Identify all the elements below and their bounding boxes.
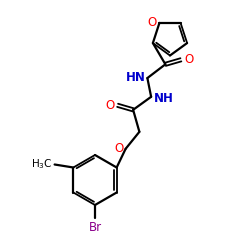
Text: NH: NH	[154, 92, 174, 104]
Text: O: O	[184, 53, 194, 66]
Text: O: O	[105, 99, 115, 112]
Text: Br: Br	[88, 221, 102, 234]
Text: O: O	[114, 142, 124, 155]
Text: HN: HN	[126, 71, 146, 84]
Text: O: O	[147, 16, 156, 30]
Text: H$_3$C: H$_3$C	[30, 157, 52, 171]
